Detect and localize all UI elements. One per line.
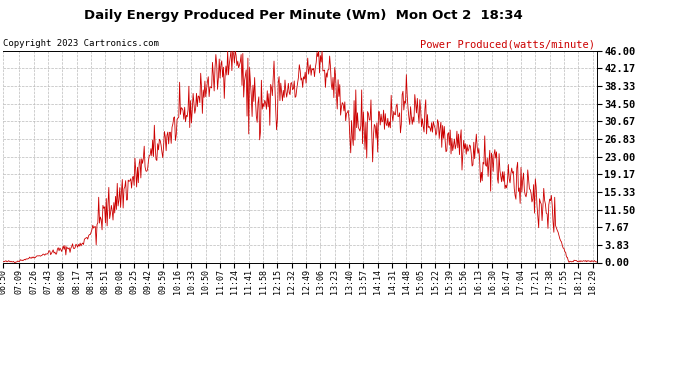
Text: Daily Energy Produced Per Minute (Wm)  Mon Oct 2  18:34: Daily Energy Produced Per Minute (Wm) Mo… [84, 9, 523, 22]
Text: Copyright 2023 Cartronics.com: Copyright 2023 Cartronics.com [3, 39, 159, 48]
Text: Power Produced(watts/minute): Power Produced(watts/minute) [420, 39, 595, 50]
